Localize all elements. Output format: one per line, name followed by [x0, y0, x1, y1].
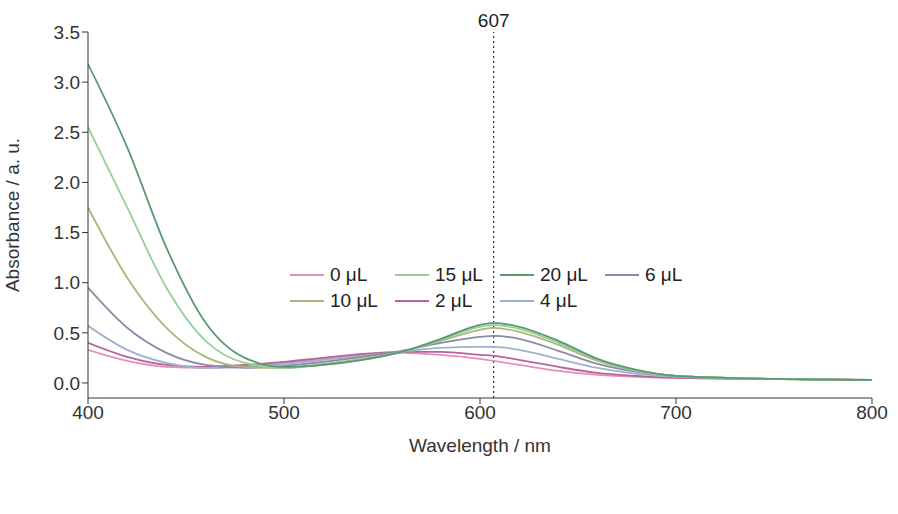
svg-text:3.0: 3.0 — [54, 72, 80, 93]
svg-text:Wavelength / nm: Wavelength / nm — [409, 435, 551, 456]
svg-text:800: 800 — [856, 402, 888, 423]
html-text:10 μL: 10 μL — [330, 290, 378, 311]
svg-text:600: 600 — [464, 402, 496, 423]
svg-text:700: 700 — [660, 402, 692, 423]
svg-text:500: 500 — [268, 402, 300, 423]
html-text:0 μL: 0 μL — [330, 264, 368, 285]
html-text:20 μL: 20 μL — [540, 264, 588, 285]
svg-text:2.0: 2.0 — [54, 172, 80, 193]
svg-text:1.0: 1.0 — [54, 272, 80, 293]
svg-text:400: 400 — [72, 402, 104, 423]
html-text:4 μL: 4 μL — [540, 290, 578, 311]
svg-text:0.5: 0.5 — [54, 323, 80, 344]
html-text:2 μL: 2 μL — [435, 290, 473, 311]
svg-text:1.5: 1.5 — [54, 222, 80, 243]
svg-text:2.5: 2.5 — [54, 122, 80, 143]
svg-text:3.5: 3.5 — [54, 22, 80, 43]
html-text:6 μL: 6 μL — [645, 264, 683, 285]
html-text:15 μL: 15 μL — [435, 264, 483, 285]
svg-text:607: 607 — [478, 10, 510, 31]
svg-text:Absorbance / a. u.: Absorbance / a. u. — [2, 138, 23, 292]
svg-text:0.0: 0.0 — [54, 373, 80, 394]
